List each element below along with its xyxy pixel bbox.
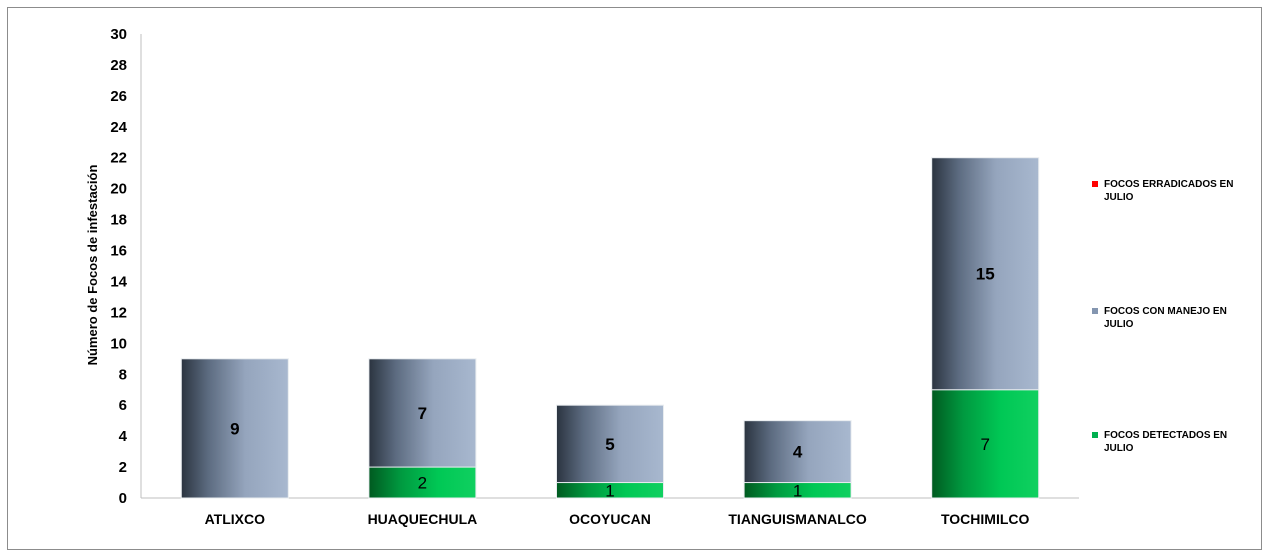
legend-swatch xyxy=(1092,181,1098,187)
legend: FOCOS ERRADICADOS EN JULIO FOCOS CON MANEJ… xyxy=(1092,179,1233,454)
bar-segment xyxy=(368,466,477,499)
category-label: HUAQUECHULA xyxy=(368,511,478,527)
bar-segment xyxy=(180,358,289,499)
y-tick-label: 22 xyxy=(110,150,127,167)
legend-swatch xyxy=(1092,308,1098,314)
category-labels: ATLIXCO HUAQUECHULA OCOYUCAN TIANGUISMANALC… xyxy=(205,511,1030,527)
legend-label: FOCOS DETECTADOS EN xyxy=(1104,430,1227,441)
bar-segment xyxy=(931,157,1040,391)
data-label: 7 xyxy=(980,435,989,454)
legend-label: JULIO xyxy=(1104,192,1134,203)
data-label: 4 xyxy=(793,443,803,462)
y-tick-label: 2 xyxy=(119,459,127,476)
y-axis-label: Número de Focos de infestación xyxy=(85,165,100,366)
y-tick-label: 6 xyxy=(119,397,127,414)
data-label: 9 xyxy=(230,419,239,438)
legend-label: JULIO xyxy=(1104,319,1134,330)
bar-segment xyxy=(556,404,664,484)
y-tick-label: 4 xyxy=(119,428,128,445)
data-label: 1 xyxy=(793,481,802,500)
y-tick-label: 16 xyxy=(110,243,127,260)
category-label: OCOYUCAN xyxy=(569,511,651,527)
y-tick-label: 26 xyxy=(110,88,127,105)
y-tick-label: 30 xyxy=(110,26,127,43)
category-label: ATLIXCO xyxy=(205,511,266,527)
y-tick-label: 10 xyxy=(110,335,127,352)
y-tick-label: 18 xyxy=(110,212,127,229)
y-tick-label: 14 xyxy=(110,273,127,290)
bars xyxy=(180,157,1040,499)
y-tick-label: 12 xyxy=(110,304,127,321)
data-label: 2 xyxy=(418,474,427,493)
legend-label: JULIO xyxy=(1104,443,1134,454)
y-tick-label: 28 xyxy=(110,57,127,74)
category-label: TOCHIMILCO xyxy=(941,511,1030,527)
y-tick-label: 20 xyxy=(110,181,127,198)
y-tick-label: 24 xyxy=(110,119,127,136)
data-label: 5 xyxy=(605,435,614,454)
data-label: 15 xyxy=(976,265,995,284)
legend-label: FOCOS CON MANEJO EN xyxy=(1104,306,1227,317)
data-label: 7 xyxy=(418,404,427,423)
y-tick-label: 0 xyxy=(119,490,127,507)
bar-segment xyxy=(743,420,852,484)
legend-label: FOCOS ERRADICADOS EN xyxy=(1104,179,1233,190)
legend-swatch xyxy=(1092,432,1098,438)
bar-segment xyxy=(368,358,477,468)
category-label: TIANGUISMANALCO xyxy=(728,511,867,527)
data-label: 1 xyxy=(605,481,614,500)
y-tick-label: 8 xyxy=(119,366,127,383)
